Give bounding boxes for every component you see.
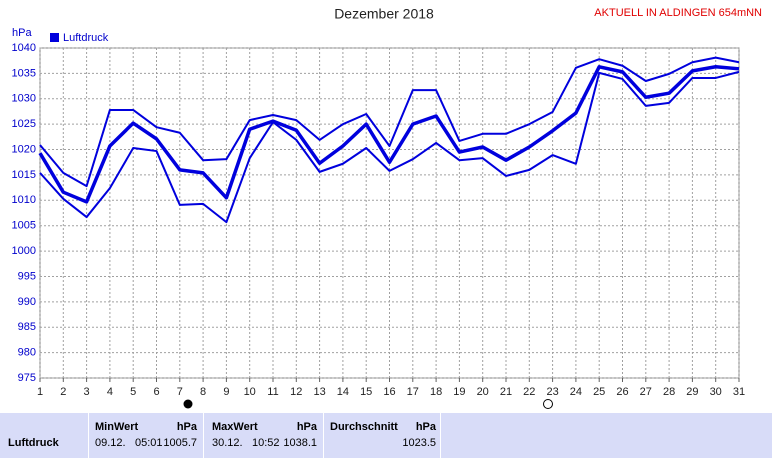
row-label-cell: Luftdruck: [0, 413, 89, 458]
series-line: [38, 65, 740, 204]
legend-swatch: [50, 33, 59, 42]
x-tick-label: 21: [500, 386, 512, 398]
y-tick-label: 1010: [12, 194, 36, 206]
subtitle: AKTUELL IN ALDINGEN 654mNN: [594, 7, 762, 19]
x-tick-label: 9: [223, 386, 229, 398]
value: 1005.7: [163, 437, 197, 449]
col-unit: hPa: [176, 421, 197, 433]
legend-label: Luftdruck: [63, 32, 109, 44]
x-tick-label: 20: [477, 386, 489, 398]
x-tick-label: 22: [523, 386, 535, 398]
col-title: Durchschnitt: [330, 421, 398, 433]
x-tick-label: 11: [267, 386, 278, 398]
x-tick-label: 24: [570, 386, 582, 398]
x-tick-label: 15: [360, 386, 372, 398]
x-tick-label: 27: [640, 386, 652, 398]
col-title: MaxWert: [212, 421, 258, 433]
x-tick-label: 17: [407, 386, 419, 398]
min-cell: MinWert hPa 09.12. 05:01 1005.7: [89, 413, 204, 458]
x-tick-label: 30: [710, 386, 722, 398]
x-tick-label: 31: [733, 386, 745, 398]
x-tick-label: 3: [84, 386, 90, 398]
max-cell: MaxWert hPa 30.12. 10:52 1038.1: [204, 413, 324, 458]
x-tick-label: 14: [337, 386, 349, 398]
x-tick-label: 16: [383, 386, 395, 398]
y-tick-label: 995: [18, 270, 36, 282]
y-tick-label: 1040: [12, 42, 36, 54]
x-tick-label: 13: [313, 386, 325, 398]
time: 05:01: [135, 437, 163, 449]
x-tick-label: 28: [663, 386, 675, 398]
time: 10:52: [252, 437, 280, 449]
x-tick-label: 25: [593, 386, 605, 398]
x-tick-label: 23: [546, 386, 558, 398]
x-tick-label: 1: [37, 386, 43, 398]
y-tick-label: 975: [18, 372, 36, 384]
x-tick-label: 26: [616, 386, 628, 398]
y-tick-label: 1015: [12, 169, 36, 181]
x-tick-label: 12: [290, 386, 302, 398]
col-unit: hPa: [415, 421, 436, 433]
value: 1023.5: [402, 437, 436, 449]
x-tick-label: 6: [153, 386, 159, 398]
y-tick-label: 1025: [12, 118, 36, 130]
date: 09.12.: [95, 437, 126, 449]
y-tick-label: 985: [18, 321, 36, 333]
col-title: MinWert: [95, 421, 139, 433]
y-tick-label: 990: [18, 296, 36, 308]
col-unit: hPa: [296, 421, 317, 433]
y-tick-label: 1005: [12, 220, 36, 232]
x-tick-label: 18: [430, 386, 442, 398]
x-tick-label: 8: [200, 386, 206, 398]
x-tick-label: 10: [244, 386, 256, 398]
value: 1038.1: [283, 437, 317, 449]
x-tick-label: 7: [177, 386, 183, 398]
x-tick-label: 19: [453, 386, 465, 398]
date: 30.12.: [212, 437, 243, 449]
chart-title: Dezember 2018: [334, 6, 434, 22]
chart: Dezember 2018 AKTUELL IN ALDINGEN 654mNN…: [12, 6, 762, 409]
series-line: [39, 70, 740, 224]
y-tick-label: 980: [18, 347, 36, 359]
y-tick-label: 1020: [12, 143, 36, 155]
moon-icon: [183, 399, 193, 409]
moon-icon: [543, 399, 553, 409]
x-tick-label: 4: [107, 386, 113, 398]
avg-cell: Durchschnitt hPa 1023.5: [324, 413, 441, 458]
row-label: Luftdruck: [8, 437, 59, 449]
x-tick-label: 5: [130, 386, 136, 398]
y-tick-label: 1030: [12, 93, 36, 105]
y-tick-label: 1035: [12, 67, 36, 79]
y-axis-label: hPa: [12, 27, 32, 39]
x-tick-label: 2: [60, 386, 66, 398]
summary-table: Luftdruck MinWert hPa 09.12. 05:01 1005.…: [0, 413, 772, 458]
x-tick-label: 29: [686, 386, 698, 398]
series-line: [39, 56, 740, 188]
y-tick-label: 1000: [12, 245, 36, 257]
